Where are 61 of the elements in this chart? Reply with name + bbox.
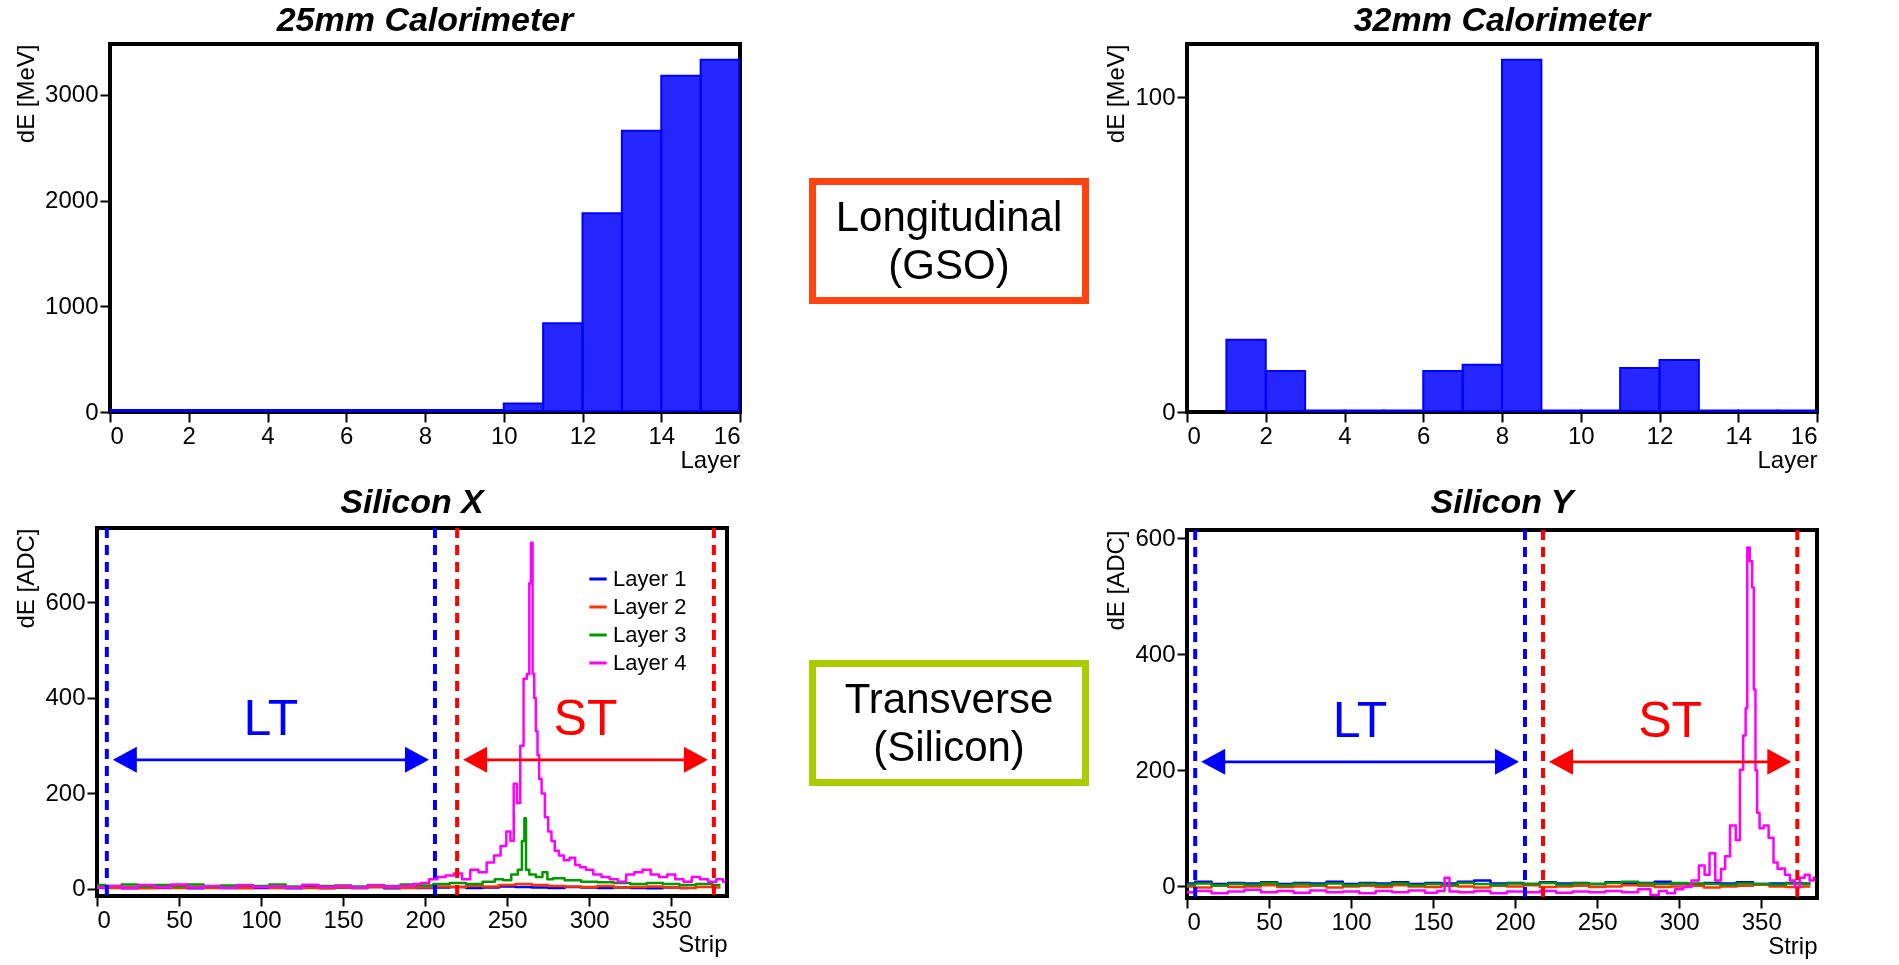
x-tick-label: 300 xyxy=(569,905,610,933)
annotation: ST xyxy=(553,689,618,746)
y-tick-label: 400 xyxy=(1135,639,1176,667)
x-tick-label: 250 xyxy=(1577,907,1618,935)
y-tick-label: 1000 xyxy=(45,291,99,319)
x-tick-label: 100 xyxy=(1331,907,1372,935)
legend-label: Layer 1 xyxy=(613,566,687,591)
chart-title: 32mm Calorimeter xyxy=(1353,0,1653,38)
legend-label: Layer 4 xyxy=(613,650,687,675)
y-tick-label: 0 xyxy=(72,874,86,902)
x-tick-label: 0 xyxy=(110,421,124,449)
x-tick-label: 50 xyxy=(166,905,193,933)
y-tick-label: 2000 xyxy=(45,186,99,214)
y-axis-title: dE [MeV] xyxy=(12,44,40,144)
y-axis-title: dE [ADC] xyxy=(1102,530,1130,631)
annotation: LT xyxy=(1332,691,1388,748)
x-tick-label: 2 xyxy=(1259,421,1273,449)
y-tick-label: 100 xyxy=(1135,82,1176,110)
text-box: Longitudinal (GSO) xyxy=(809,177,1089,305)
legend-label: Layer 3 xyxy=(613,622,687,647)
y-tick-label: 200 xyxy=(1135,755,1176,783)
chart-title: 25mm Calorimeter xyxy=(275,0,576,38)
y-tick-label: 600 xyxy=(45,587,86,615)
y-tick-label: 200 xyxy=(45,778,86,806)
x-tick-label: 6 xyxy=(340,421,354,449)
x-tick-label: 10 xyxy=(1567,421,1595,449)
x-tick-label: 300 xyxy=(1659,907,1700,935)
y-tick-label: 600 xyxy=(1135,523,1176,551)
x-tick-label: 10 xyxy=(490,421,518,449)
y-tick-label: 0 xyxy=(1162,397,1176,425)
y-axis-title: dE [MeV] xyxy=(1102,44,1130,144)
x-tick-label: 8 xyxy=(418,421,433,449)
x-tick-label: 12 xyxy=(1646,421,1674,449)
y-tick-label: 0 xyxy=(1162,871,1176,899)
x-tick-label: 4 xyxy=(1338,421,1352,449)
y-tick-label: 0 xyxy=(85,397,99,425)
x-tick-label: 14 xyxy=(648,421,676,449)
x-tick-label: 4 xyxy=(261,421,275,449)
x-tick-label: 2 xyxy=(182,421,196,449)
x-tick-label: 0 xyxy=(1187,421,1201,449)
x-tick-label: 12 xyxy=(569,421,597,449)
y-axis-title: dE [ADC] xyxy=(12,528,40,629)
x-tick-label: 6 xyxy=(1417,421,1431,449)
x-tick-label: 250 xyxy=(487,905,528,933)
x-tick-label: 14 xyxy=(1725,421,1753,449)
annotation: ST xyxy=(1638,691,1703,748)
legend-label: Layer 2 xyxy=(613,594,687,619)
y-tick-label: 400 xyxy=(45,683,86,711)
x-tick-label: 200 xyxy=(405,905,446,933)
x-tick-label: 200 xyxy=(1495,907,1536,935)
x-tick-label: 100 xyxy=(241,905,282,933)
x-tick-label: 8 xyxy=(1495,421,1510,449)
x-tick-label: 50 xyxy=(1256,907,1283,935)
chart-title: Silicon Y xyxy=(1430,482,1577,521)
y-tick-label: 3000 xyxy=(45,80,99,108)
x-tick-label: 0 xyxy=(1187,907,1201,935)
x-tick-label: 150 xyxy=(323,905,364,933)
annotation: LT xyxy=(243,689,299,746)
x-tick-label: 150 xyxy=(1413,907,1454,935)
chart-title: Silicon X xyxy=(340,482,487,520)
text-box: Transverse (Silicon) xyxy=(809,659,1089,787)
